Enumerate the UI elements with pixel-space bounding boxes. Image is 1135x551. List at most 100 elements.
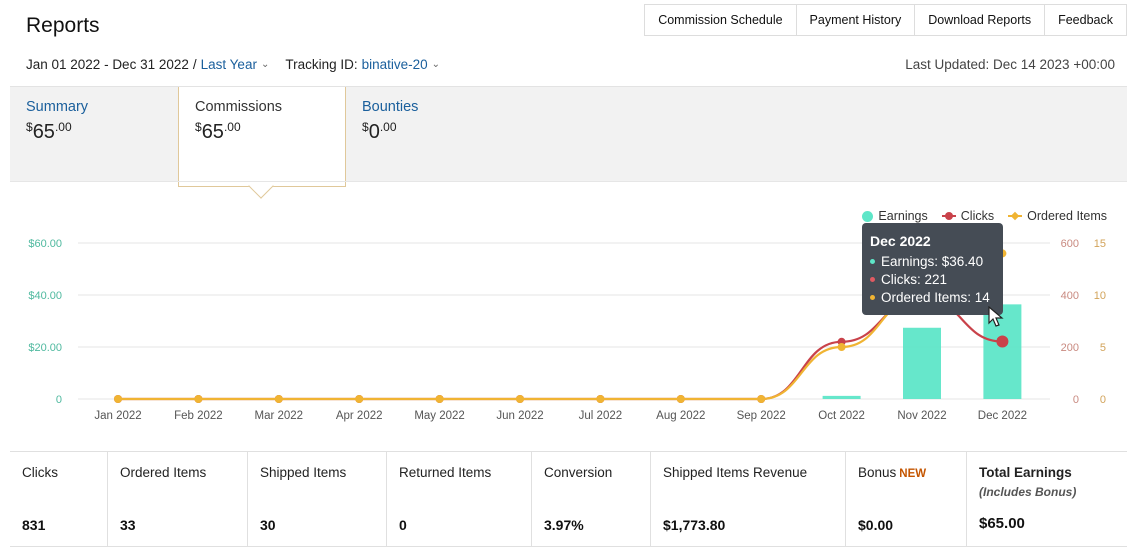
x-tick-label: Dec 2022: [978, 410, 1027, 422]
clicks-swatch: [941, 212, 956, 220]
stat-conversion: Conversion 3.97%: [532, 452, 651, 546]
commission-schedule-link[interactable]: Commission Schedule: [658, 13, 783, 27]
stat-sublabel: (Includes Bonus): [979, 485, 1077, 499]
x-tick-label: Aug 2022: [656, 410, 705, 422]
date-preset-dropdown[interactable]: Last Year: [200, 57, 257, 72]
stat-value: 0: [399, 517, 407, 533]
stat-bonus: Bonus NEW $0.00: [846, 452, 967, 546]
stat-value: 33: [120, 517, 136, 533]
x-tick-label: Oct 2022: [818, 410, 865, 422]
stat-total-earnings: Total Earnings (Includes Bonus) $65.00: [967, 452, 1127, 546]
stat-label: Bonus NEW: [858, 465, 927, 480]
x-tick-label: Jun 2022: [496, 410, 543, 422]
last-updated: Last Updated: Dec 14 2023 +00:00: [905, 57, 1115, 72]
payment-history-link[interactable]: Payment History: [795, 5, 915, 35]
tooltip-title: Dec 2022: [870, 233, 931, 249]
y-right-clicks-tick-label: 0: [1073, 394, 1079, 406]
stat-ordered-items: Ordered Items 33: [108, 452, 248, 546]
tooltip-row: Clicks: 221: [870, 272, 995, 287]
tab-bounties[interactable]: Bounties $0.00: [346, 87, 514, 182]
chevron-down-icon[interactable]: ⌄: [260, 59, 270, 70]
y-left-tick-label: $60.00: [28, 238, 62, 250]
tab-amount: $65.00: [195, 120, 241, 143]
earnings-swatch: [862, 210, 874, 222]
tooltip-row: Ordered Items: 14: [870, 290, 995, 305]
stat-label: Shipped Items Revenue: [663, 465, 808, 480]
ordered-items-point: [757, 395, 766, 403]
y-right-clicks-tick-label: 200: [1061, 342, 1079, 354]
y-left-tick-label: 0: [56, 394, 62, 406]
y-right-items-tick-label: 5: [1100, 342, 1106, 354]
stat-label: Returned Items: [399, 465, 492, 480]
x-tick-label: Feb 2022: [174, 410, 223, 422]
filter-bar: Jan 01 2022 - Dec 31 2022 / Last Year ⌄ …: [26, 57, 442, 72]
separator: /: [192, 57, 197, 72]
tracking-label: Tracking ID:: [285, 57, 358, 72]
stat-label: Shipped Items: [260, 465, 347, 480]
stat-label: Total Earnings: [979, 465, 1072, 480]
x-tick-label: Jul 2022: [579, 410, 622, 422]
ordered-items-point: [516, 395, 524, 403]
x-tick-label: May 2022: [414, 410, 465, 422]
ordered-items-point: [355, 395, 364, 403]
chevron-down-icon[interactable]: ⌄: [431, 59, 441, 70]
ordered-items-point: [194, 395, 203, 403]
top-nav: Commission Schedule Payment History Down…: [644, 4, 1127, 36]
y-left-tick-label: $20.00: [28, 342, 62, 354]
tab-summary[interactable]: Summary $65.00: [10, 87, 178, 182]
x-tick-label: Apr 2022: [336, 410, 383, 422]
chart-area: 0 $20.00 $40.00 $60.00 0 200 400 600 0 5 10 15 Jan 2…: [10, 181, 1127, 451]
stat-label: Conversion: [544, 465, 613, 480]
y-right-clicks-tick-label: 600: [1061, 238, 1079, 250]
ordered-items-point: [435, 395, 444, 403]
legend-ordered-items[interactable]: Ordered Items: [1008, 209, 1107, 223]
feedback-link[interactable]: Feedback: [1044, 5, 1126, 35]
y-right-items-tick-label: 10: [1094, 290, 1106, 302]
earnings-bar: [822, 395, 861, 399]
stat-label: Clicks: [22, 465, 58, 480]
page-title: Reports: [26, 14, 100, 37]
stat-value: 30: [260, 517, 276, 533]
stat-shipped-revenue: Shipped Items Revenue $1,773.80: [651, 452, 846, 546]
y-right-items-tick-label: 0: [1100, 394, 1106, 406]
chart-tooltip: Dec 2022 Earnings: $36.40 Clicks: 221 Or…: [862, 223, 1003, 315]
stat-clicks: Clicks 831: [10, 452, 108, 546]
x-tick-label: Mar 2022: [255, 410, 304, 422]
tab-commissions[interactable]: Commissions $65.00: [178, 87, 346, 187]
x-tick-label: Sep 2022: [737, 410, 786, 422]
x-tick-label: Jan 2022: [94, 410, 141, 422]
download-reports-link[interactable]: Download Reports: [914, 5, 1044, 35]
stat-value: 831: [22, 517, 46, 533]
y-right-items-tick-label: 15: [1094, 238, 1106, 250]
stat-shipped-items: Shipped Items 30: [248, 452, 387, 546]
legend-clicks[interactable]: Clicks: [941, 209, 994, 223]
tab-amount: $0.00: [362, 120, 397, 143]
earnings-chart: 0 $20.00 $40.00 $60.00 0 200 400 600 0 5 10 15 Jan 2…: [28, 238, 1106, 422]
mouse-cursor-icon: [988, 306, 1004, 327]
stat-value: 3.97%: [544, 517, 584, 533]
tab-amount: $65.00: [26, 120, 72, 143]
tooltip-row: Earnings: $36.40: [870, 254, 995, 269]
ordered-items-point: [114, 395, 122, 403]
stat-value: $1,773.80: [663, 517, 726, 533]
stat-value: $0.00: [858, 517, 894, 533]
y-left-tick-label: $40.00: [28, 290, 62, 302]
tracking-id-dropdown[interactable]: binative-20: [361, 57, 428, 72]
ordered-items-point: [676, 395, 685, 403]
tab-label: Summary: [26, 99, 89, 115]
legend-earnings[interactable]: Earnings: [862, 209, 928, 223]
earnings-bar: [903, 327, 941, 399]
y-right-clicks-tick-label: 400: [1061, 290, 1079, 302]
stat-label: Ordered Items: [120, 465, 207, 480]
stats-table: Clicks 831 Ordered Items 33 Shipped Item…: [10, 451, 1127, 547]
summary-tabs: Summary $65.00 Commissions $65.00 Bounti…: [10, 86, 1127, 187]
clicks-point: [996, 335, 1009, 348]
date-range-text: Jan 01 2022 - Dec 31 2022: [26, 57, 189, 72]
ordered-items-swatch: [1008, 215, 1023, 217]
stat-value: $65.00: [979, 515, 1025, 532]
ordered-items-point: [837, 343, 846, 351]
tab-label: Bounties: [362, 99, 419, 115]
tab-label: Commissions: [195, 99, 283, 115]
chart-legend: Earnings Clicks Ordered Items: [848, 209, 1107, 223]
